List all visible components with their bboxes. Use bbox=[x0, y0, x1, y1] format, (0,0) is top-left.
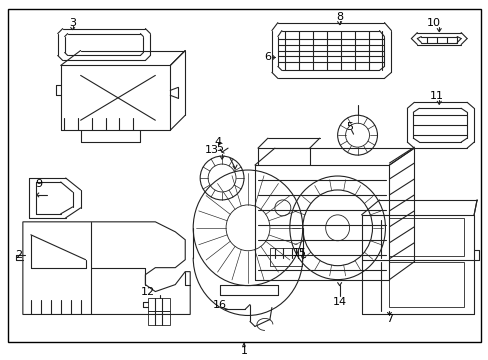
Text: 11: 11 bbox=[429, 91, 443, 101]
Text: 1: 1 bbox=[240, 346, 247, 356]
Text: 3: 3 bbox=[69, 18, 76, 28]
Text: 2: 2 bbox=[15, 250, 22, 260]
Bar bbox=[148, 311, 170, 325]
Bar bbox=[388, 262, 463, 306]
Text: 13: 13 bbox=[204, 145, 219, 155]
Bar bbox=[388, 218, 463, 256]
Text: 5: 5 bbox=[216, 143, 223, 153]
Text: 4: 4 bbox=[214, 137, 221, 147]
Bar bbox=[269, 248, 301, 266]
Text: 14: 14 bbox=[332, 297, 346, 306]
Text: 16: 16 bbox=[213, 300, 226, 310]
Text: 10: 10 bbox=[427, 18, 440, 28]
Text: 9: 9 bbox=[35, 179, 42, 189]
Bar bbox=[148, 298, 170, 311]
Text: 7: 7 bbox=[385, 314, 392, 324]
Text: 5: 5 bbox=[346, 122, 352, 132]
Text: 8: 8 bbox=[335, 12, 343, 22]
Text: 6: 6 bbox=[264, 53, 271, 63]
Text: 15: 15 bbox=[292, 248, 306, 258]
Text: 12: 12 bbox=[141, 287, 155, 297]
